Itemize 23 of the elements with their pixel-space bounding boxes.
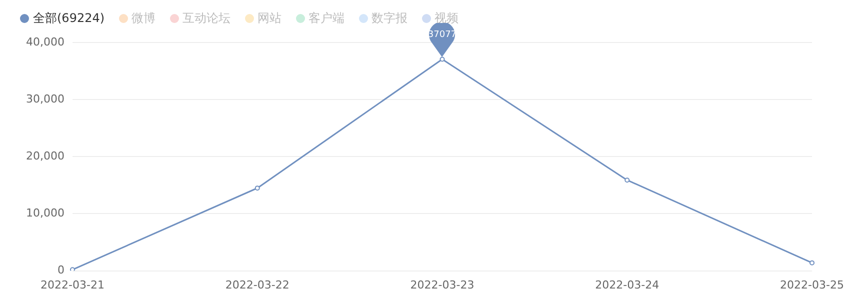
- x-tick-label: 2022-03-25: [780, 278, 844, 292]
- legend-label: 全部(69224): [33, 10, 105, 26]
- legend-label: 客户端: [308, 10, 345, 26]
- legend-label: 视频: [434, 10, 459, 26]
- x-tick-label: 2022-03-22: [225, 278, 290, 292]
- point: [254, 186, 260, 191]
- x-tick-label: 2022-03-24: [595, 278, 660, 292]
- legend-label: 数字报: [372, 10, 408, 26]
- y-tick-label: 0: [57, 264, 64, 277]
- y-tick-label: 40,000: [26, 35, 64, 48]
- legend-label: 微博: [132, 10, 156, 26]
- legend-label: 互动论坛: [182, 10, 231, 26]
- y-tick-label: 30,000: [26, 92, 64, 106]
- point: [810, 260, 814, 266]
- y-tick-label: 10,000: [26, 206, 64, 220]
- point: [440, 56, 445, 62]
- x-tick-label: 2022-03-21: [40, 278, 104, 292]
- legend-label: 网站: [258, 10, 282, 26]
- annotation: 37077: [426, 29, 458, 42]
- y-tick-label: 20,000: [26, 150, 64, 163]
- x-tick-label: 2022-03-23: [410, 278, 474, 292]
- point: [70, 267, 75, 271]
- point: [624, 178, 630, 183]
